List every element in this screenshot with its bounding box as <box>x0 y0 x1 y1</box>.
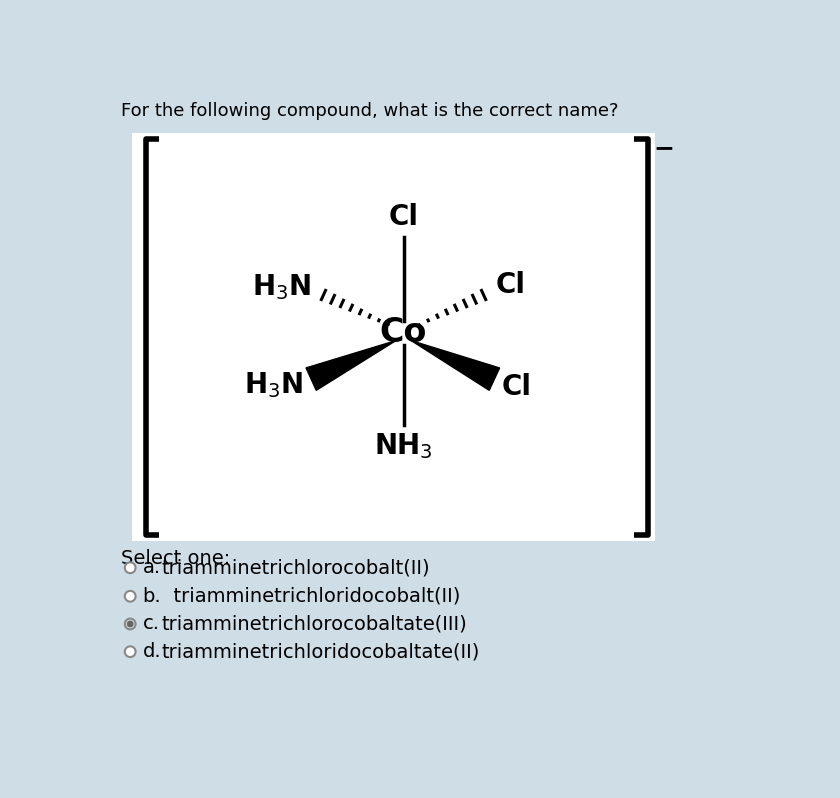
Text: a.: a. <box>143 559 160 577</box>
Text: Select one:: Select one: <box>121 548 230 567</box>
Circle shape <box>125 563 135 573</box>
Text: Cl: Cl <box>496 271 526 299</box>
Text: triamminetrichlorocobaltate(III): triamminetrichlorocobaltate(III) <box>161 614 467 634</box>
Circle shape <box>125 618 135 630</box>
Bar <box>132 132 655 541</box>
Text: H$_3$N: H$_3$N <box>244 370 303 400</box>
Text: triamminetrichlorocobalt(II): triamminetrichlorocobalt(II) <box>161 559 429 577</box>
Text: c.: c. <box>143 614 160 634</box>
Polygon shape <box>412 341 500 390</box>
Text: H$_3$N: H$_3$N <box>252 272 311 302</box>
Text: Cl: Cl <box>389 203 418 231</box>
Circle shape <box>125 591 135 602</box>
Text: Cl: Cl <box>502 373 532 401</box>
Text: Co: Co <box>380 317 428 350</box>
Circle shape <box>128 622 133 626</box>
Text: b.: b. <box>143 587 161 606</box>
Text: d.: d. <box>143 642 161 662</box>
Text: −: − <box>654 136 675 160</box>
Text: triamminetrichloridocobalt(II): triamminetrichloridocobalt(II) <box>161 587 460 606</box>
Circle shape <box>125 646 135 657</box>
Text: For the following compound, what is the correct name?: For the following compound, what is the … <box>121 102 618 120</box>
Polygon shape <box>306 341 396 390</box>
Text: triamminetrichloridocobaltate(II): triamminetrichloridocobaltate(II) <box>161 642 480 662</box>
Text: NH$_3$: NH$_3$ <box>374 432 433 461</box>
